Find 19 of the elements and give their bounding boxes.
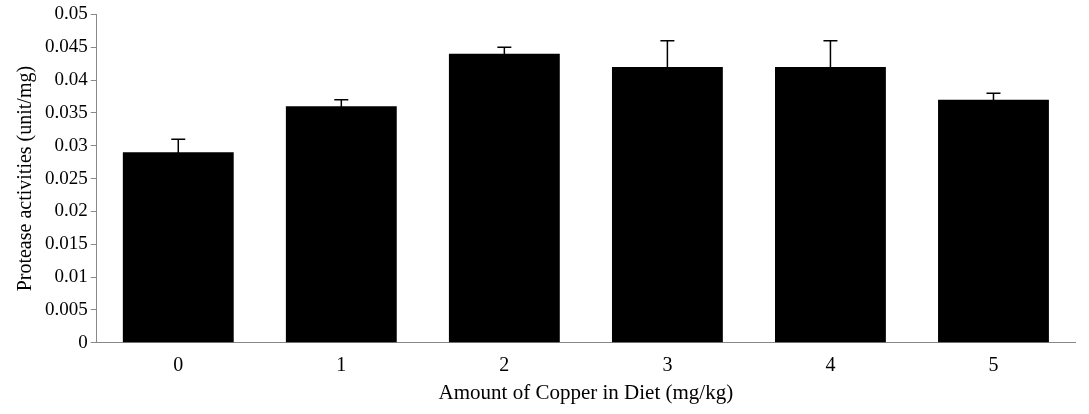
- x-tick-label: 1: [336, 353, 347, 376]
- y-tick-label: 0.015: [45, 232, 88, 254]
- y-axis-title: Protease activities (unit/mg): [13, 65, 37, 292]
- y-tick-label: 0.005: [45, 297, 88, 319]
- x-tick-label: 2: [499, 353, 510, 376]
- x-tick-label: 4: [825, 353, 836, 376]
- y-tick-label: 0.05: [54, 2, 88, 24]
- x-axis-title: Amount of Copper in Diet (mg/kg): [438, 379, 734, 404]
- y-tick-label: 0.035: [45, 100, 88, 122]
- y-tick-label: 0.01: [54, 265, 88, 287]
- y-tick-label: 0.04: [54, 68, 89, 90]
- y-tick-label: 0: [78, 330, 88, 352]
- x-tick-label: 0: [173, 353, 184, 376]
- y-tick-label: 0.02: [54, 199, 88, 221]
- y-tick-label: 0.025: [45, 166, 88, 188]
- y-tick-label: 0.045: [45, 35, 88, 57]
- y-tick-label: 0.03: [54, 133, 88, 155]
- x-tick-label: 5: [988, 353, 999, 376]
- x-tick-label: 3: [662, 353, 673, 376]
